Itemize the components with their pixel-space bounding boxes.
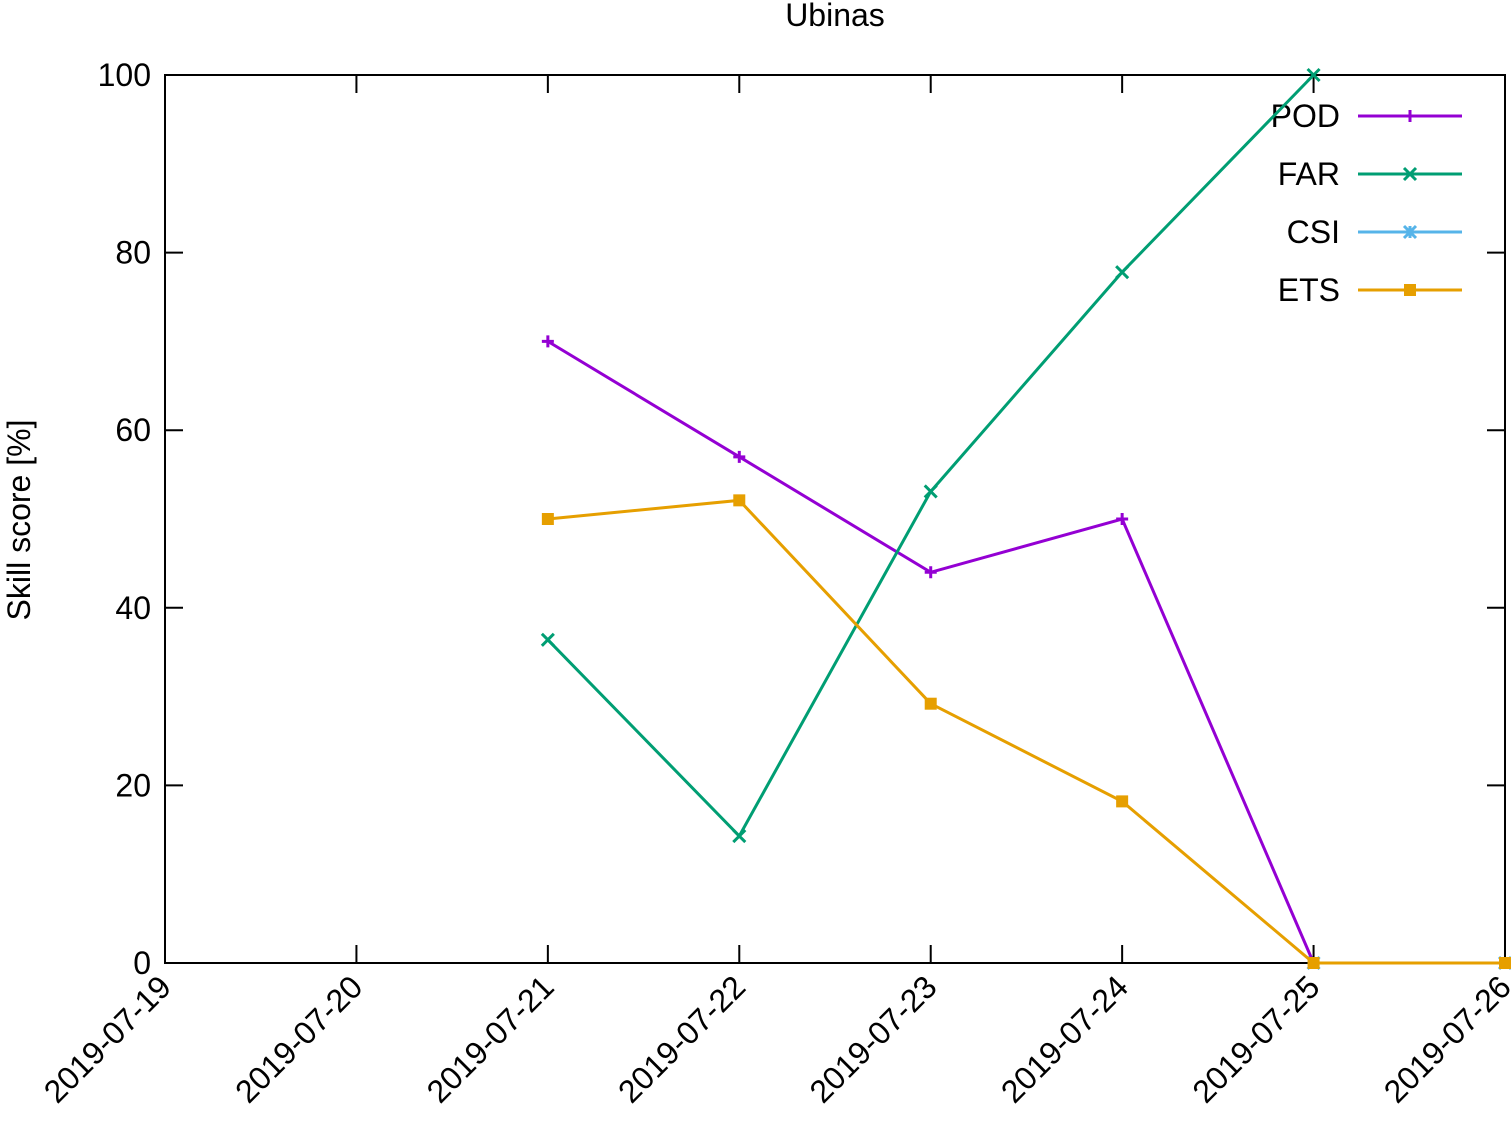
legend-label: FAR (1278, 156, 1340, 192)
marker (1402, 224, 1418, 240)
marker (1115, 265, 1130, 280)
marker (1404, 284, 1416, 296)
series-line (546, 73, 1315, 839)
marker (924, 697, 937, 710)
x-tick-label: 2019-07-19 (37, 968, 178, 1109)
y-tick-label: 20 (115, 767, 151, 803)
y-axis-label: Skill score [%] (1, 420, 37, 621)
x-tick-label: 2019-07-25 (1185, 968, 1326, 1109)
marker (1499, 957, 1511, 969)
legend-label: CSI (1287, 214, 1340, 250)
x-tick-label: 2019-07-21 (420, 968, 561, 1109)
x-tick-label: 2019-07-24 (994, 968, 1135, 1109)
y-tick-label: 100 (98, 57, 151, 93)
marker (1402, 166, 1418, 182)
x-tick-label: 2019-07-22 (611, 968, 752, 1109)
chart-title: Ubinas (785, 0, 885, 33)
marker (923, 484, 938, 499)
y-tick-label: 40 (115, 590, 151, 626)
plot-frame (164, 74, 1506, 964)
marker (540, 632, 555, 647)
legend-label: POD (1271, 98, 1340, 134)
marker (541, 513, 554, 525)
y-tick-label: 0 (133, 945, 151, 981)
legend-label: ETS (1278, 272, 1340, 308)
series-line (547, 340, 1505, 965)
marker (1404, 110, 1416, 122)
marker (1116, 513, 1129, 525)
marker (733, 494, 746, 507)
y-tick-label: 60 (115, 412, 151, 448)
x-tick-label: 2019-07-20 (228, 968, 369, 1109)
marker (924, 566, 937, 579)
marker (1116, 795, 1129, 808)
x-tick-label: 2019-07-23 (802, 968, 943, 1109)
series-line (547, 498, 1505, 965)
marker (732, 828, 747, 844)
x-tick-label: 2019-07-26 (1377, 968, 1511, 1109)
y-tick-label: 80 (115, 235, 151, 271)
marker (733, 450, 746, 463)
marker (1307, 957, 1320, 969)
marker (541, 335, 554, 348)
marker (1306, 67, 1321, 83)
